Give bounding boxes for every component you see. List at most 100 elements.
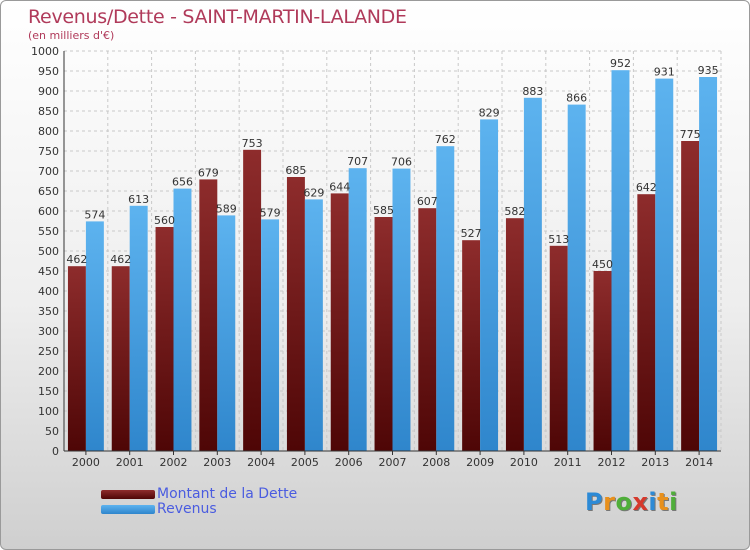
- bar-dette: [374, 217, 393, 451]
- bar-revenus: [348, 168, 367, 451]
- y-tick-label: 800: [38, 125, 59, 138]
- y-tick-label: 400: [38, 285, 59, 298]
- bar-dette: [111, 266, 130, 451]
- bar-dette: [199, 179, 218, 451]
- bar-dette: [505, 218, 524, 451]
- x-tick-label: 2010: [510, 456, 538, 469]
- value-label-dette: 582: [504, 205, 525, 218]
- value-label-revenus: 706: [391, 156, 412, 169]
- bar-dette: [243, 149, 262, 452]
- y-tick-label: 300: [38, 325, 59, 338]
- value-label-dette: 642: [636, 181, 657, 194]
- x-tick-label: 2004: [247, 456, 275, 469]
- value-label-revenus: 935: [698, 64, 719, 77]
- bar-dette: [286, 177, 305, 451]
- value-label-dette: 607: [417, 195, 438, 208]
- y-tick-label: 100: [38, 405, 59, 418]
- x-tick-label: 2005: [291, 456, 319, 469]
- value-label-dette: 513: [548, 233, 569, 246]
- bar-dette: [155, 227, 174, 451]
- bar-dette: [67, 266, 86, 451]
- y-tick-label: 550: [38, 225, 59, 238]
- y-tick-label: 0: [52, 445, 59, 458]
- value-label-revenus: 866: [566, 92, 587, 105]
- value-label-revenus: 613: [128, 193, 149, 206]
- value-label-dette: 679: [198, 166, 219, 179]
- x-tick-label: 2000: [72, 456, 100, 469]
- y-tick-label: 600: [38, 205, 59, 218]
- x-tick-label: 2012: [598, 456, 626, 469]
- value-label-revenus: 629: [303, 186, 324, 199]
- value-label-revenus: 762: [435, 133, 456, 146]
- x-tick-label: 2008: [422, 456, 450, 469]
- bar-revenus: [392, 168, 411, 451]
- value-label-dette: 685: [285, 164, 306, 177]
- bar-dette: [330, 193, 349, 451]
- y-tick-label: 900: [38, 85, 59, 98]
- y-tick-label: 150: [38, 385, 59, 398]
- bar-revenus: [567, 104, 586, 451]
- y-tick-label: 500: [38, 245, 59, 258]
- logo-letter: o: [615, 488, 633, 516]
- bar-dette: [418, 208, 437, 451]
- x-tick-label: 2001: [116, 456, 144, 469]
- bar-revenus: [85, 221, 104, 451]
- value-label-revenus: 656: [172, 176, 193, 189]
- y-tick-label: 950: [38, 65, 59, 78]
- value-label-revenus: 883: [522, 85, 543, 98]
- x-tick-label: 2003: [203, 456, 231, 469]
- bar-revenus: [655, 78, 674, 451]
- logo-letter: x: [632, 488, 649, 516]
- x-tick-label: 2006: [335, 456, 363, 469]
- bar-dette: [462, 240, 481, 451]
- x-tick-label: 2009: [466, 456, 494, 469]
- bar-revenus: [217, 215, 236, 451]
- y-tick-label: 650: [38, 185, 59, 198]
- value-label-revenus: 952: [610, 57, 631, 70]
- bar-dette: [637, 194, 656, 451]
- value-label-revenus: 707: [347, 155, 368, 168]
- y-tick-label: 350: [38, 305, 59, 318]
- y-tick-label: 700: [38, 165, 59, 178]
- value-label-revenus: 829: [479, 106, 500, 119]
- y-tick-label: 250: [38, 345, 59, 358]
- x-tick-label: 2007: [379, 456, 407, 469]
- legend-swatch-revenus: [101, 505, 155, 514]
- bar-revenus: [129, 205, 148, 451]
- logo-letter: i: [669, 488, 678, 516]
- logo-letter: r: [603, 488, 616, 516]
- value-label-dette: 753: [242, 137, 263, 150]
- logo-letter: P: [585, 488, 604, 516]
- bar-revenus: [436, 146, 455, 451]
- x-tick-label: 2002: [160, 456, 188, 469]
- chart-title: Revenus/Dette - SAINT-MARTIN-LALANDE: [28, 6, 407, 28]
- y-tick-label: 750: [38, 145, 59, 158]
- legend-label-revenus: Revenus: [157, 501, 217, 517]
- bar-revenus: [523, 97, 542, 452]
- chart-subtitle: (en milliers d'€): [28, 29, 115, 42]
- proxiti-logo: Proxiti: [585, 488, 678, 516]
- value-label-dette: 775: [680, 128, 701, 141]
- value-label-dette: 462: [66, 253, 87, 266]
- value-label-revenus: 589: [216, 202, 237, 215]
- bar-revenus: [480, 119, 499, 452]
- y-tick-label: 450: [38, 265, 59, 278]
- value-label-dette: 527: [461, 227, 482, 240]
- x-tick-label: 2011: [554, 456, 582, 469]
- x-tick-label: 2013: [641, 456, 669, 469]
- y-tick-label: 50: [45, 425, 59, 438]
- bar-dette: [593, 271, 612, 451]
- bar-dette: [549, 245, 568, 451]
- value-label-revenus: 931: [654, 66, 675, 79]
- value-label-dette: 560: [154, 214, 175, 227]
- legend-swatch-debt: [101, 490, 155, 499]
- value-label-revenus: 574: [84, 208, 105, 221]
- logo-letter: i: [648, 488, 658, 516]
- x-tick-label: 2014: [685, 456, 713, 469]
- bar-revenus: [699, 77, 718, 451]
- bar-revenus: [611, 70, 630, 451]
- value-label-revenus: 579: [260, 206, 281, 219]
- y-tick-label: 200: [38, 365, 59, 378]
